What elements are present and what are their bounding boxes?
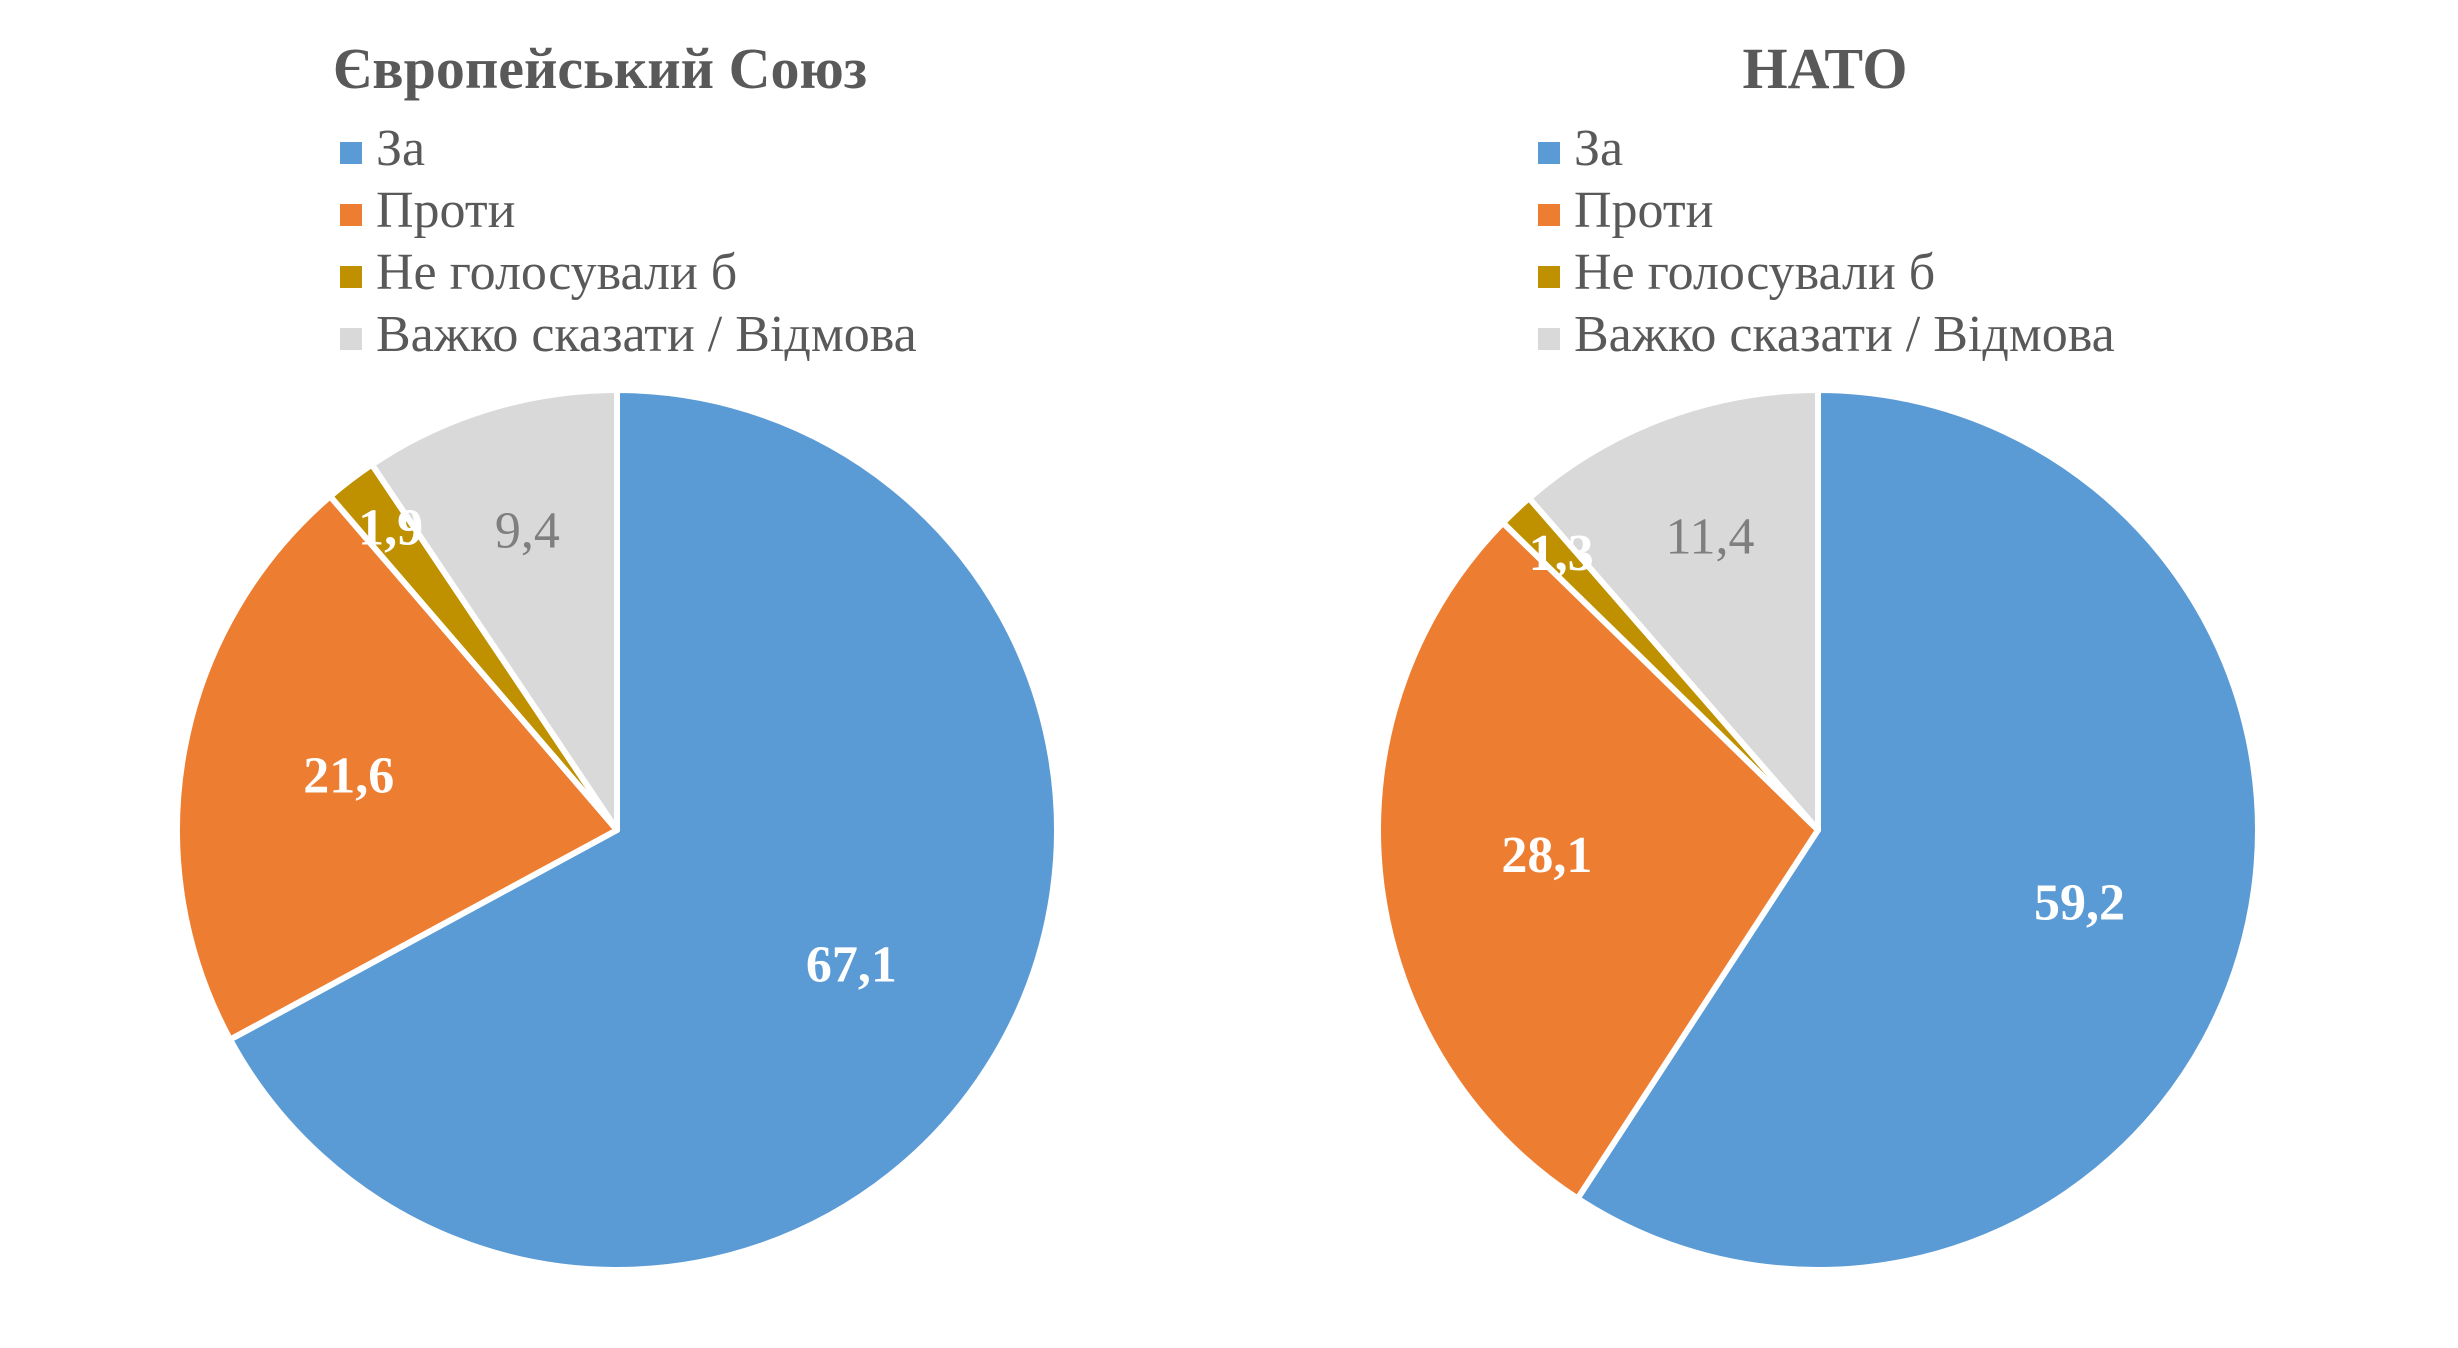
data-label-1: 59,2 xyxy=(2034,875,2125,932)
data-label-2: 21,6 xyxy=(303,748,394,805)
data-label-1: 67,1 xyxy=(806,937,897,994)
legend-label-3: Не голосували б xyxy=(376,244,737,301)
legend-swatch-3 xyxy=(1538,266,1560,288)
data-label-4: 9,4 xyxy=(495,502,560,559)
legend-swatch-1 xyxy=(340,142,362,164)
legend-label-4: Важко сказати / Відмова xyxy=(1574,306,2115,363)
pie-slice-4 xyxy=(1526,387,1821,833)
legend-swatch-2 xyxy=(340,204,362,226)
chart-title: Європейський Союз xyxy=(333,36,867,101)
legend-swatch-3 xyxy=(340,266,362,288)
pie-slice-1 xyxy=(227,387,1060,1273)
legend-label-2: Проти xyxy=(1574,182,1713,239)
data-label-2: 28,1 xyxy=(1501,827,1592,884)
legend-label-4: Важко сказати / Відмова xyxy=(376,306,917,363)
legend-swatch-4 xyxy=(1538,328,1560,350)
data-label-3: 1,3 xyxy=(1529,525,1594,582)
legend-swatch-2 xyxy=(1538,204,1560,226)
legend-label-1: За xyxy=(1574,120,1623,177)
legend-swatch-1 xyxy=(1538,142,1560,164)
pie-slice-4 xyxy=(368,387,620,833)
data-label-4: 11,4 xyxy=(1665,508,1754,565)
pie-slice-2 xyxy=(1375,519,1821,1202)
chart-title: НАТО xyxy=(1743,36,1908,101)
legend-label-3: Не голосували б xyxy=(1574,244,1935,301)
pie-slice-1 xyxy=(1574,387,2261,1273)
legend-swatch-4 xyxy=(340,328,362,350)
data-label-3: 1,9 xyxy=(358,499,423,556)
legend-label-2: Проти xyxy=(376,182,515,239)
pie-slice-2 xyxy=(174,493,620,1043)
legend-label-1: За xyxy=(376,120,425,177)
